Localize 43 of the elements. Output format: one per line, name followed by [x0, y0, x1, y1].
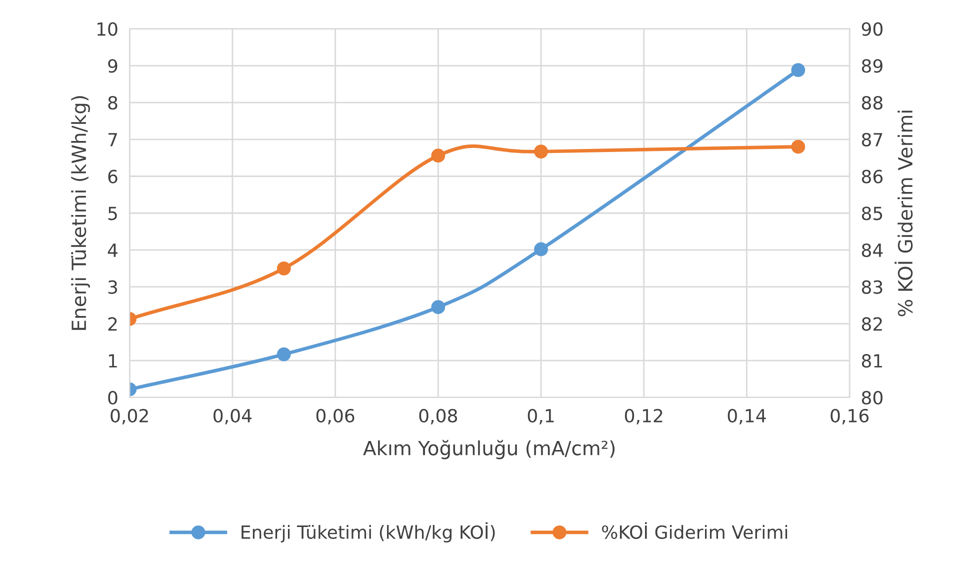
y2-tick-label: 82 — [862, 317, 882, 331]
point — [431, 148, 446, 163]
y-tick-label: 3 — [108, 280, 118, 294]
y-tick-label: 7 — [108, 133, 117, 146]
x-tick-label: 0,16 — [830, 408, 869, 424]
y2-tick-label: 90 — [862, 22, 882, 36]
y2-tick-label: 88 — [862, 96, 882, 110]
y-tick-label: 10 — [97, 22, 118, 36]
point — [276, 347, 291, 362]
y2-tick-label: 89 — [862, 59, 882, 73]
point — [534, 242, 548, 256]
x-axis-title: Akım Yoğunluğu (mA/cm²) — [363, 440, 615, 460]
y-tick-label: 9 — [108, 59, 118, 73]
y-tick-label: 8 — [108, 96, 118, 110]
y2-tick-label: 81 — [862, 354, 882, 368]
x-tick-label: 0,08 — [419, 408, 458, 424]
x-tick-label: 0,14 — [728, 408, 766, 424]
point — [791, 63, 806, 78]
y-tick-label: 5 — [108, 206, 117, 220]
y-tick-label: 4 — [108, 244, 118, 257]
y-tick-label: 1 — [108, 354, 117, 368]
y-axis-title: Enerji Tüketimi (kWh/kg) — [71, 96, 90, 330]
y-tick-label: 6 — [108, 170, 118, 184]
x-tick-label: 0,06 — [316, 408, 354, 424]
y2-axis-title: % KOİ Giderim Verimi — [894, 110, 913, 316]
y-tick-label: 2 — [108, 317, 117, 331]
point — [431, 300, 446, 314]
x-tick-label: 0,1 — [528, 408, 554, 424]
x-tick-label: 0,02 — [110, 408, 148, 424]
point — [791, 140, 806, 154]
x-tick-label: 0,04 — [214, 408, 252, 424]
y2-tick-label: 87 — [862, 132, 882, 147]
y2-tick-label: 83 — [862, 280, 882, 294]
point — [534, 144, 548, 158]
legend-label: Enerji Tüketimi (kWh/kg KOİ) — [242, 522, 495, 542]
y2-tick-label: 84 — [862, 243, 883, 258]
y2-tick-label: 86 — [862, 170, 883, 184]
y-tick-label: 0 — [108, 390, 118, 405]
y2-tick-label: 80 — [862, 390, 882, 405]
legend-label: %KOİ Giderim Verimi — [602, 522, 788, 539]
point — [276, 261, 291, 276]
y2-tick-label: 85 — [862, 206, 882, 220]
x-tick-label: 0,12 — [624, 408, 662, 424]
